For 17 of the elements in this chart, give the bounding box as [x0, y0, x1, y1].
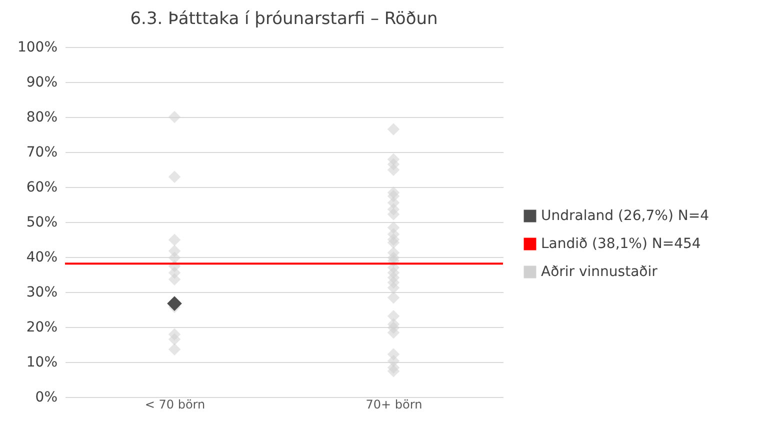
- y-tick-label: 60%: [26, 180, 58, 196]
- chart-title: 6.3. Þátttaka í þróunarstarfi – Röðun: [130, 9, 438, 29]
- y-tick-label: 80%: [26, 110, 58, 126]
- legend-label: Landið (38,1%) N=454: [541, 236, 701, 252]
- y-tick-label: 90%: [26, 74, 58, 90]
- y-tick-label: 40%: [26, 250, 58, 266]
- y-tick-label: 50%: [26, 214, 58, 230]
- x-tick-label: 70+ börn: [366, 398, 422, 412]
- legend-label: Aðrir vinnustaðir: [541, 264, 658, 280]
- y-tick-label: 100%: [17, 40, 58, 56]
- legend-label: Undraland (26,7%) N=4: [541, 208, 710, 224]
- y-tick-label: 10%: [26, 354, 58, 370]
- y-tick-label: 0%: [35, 390, 58, 406]
- x-tick-label: < 70 börn: [144, 398, 206, 412]
- y-tick-label: 30%: [26, 284, 58, 300]
- y-tick-label: 70%: [26, 144, 58, 160]
- y-tick-label: 20%: [26, 320, 58, 336]
